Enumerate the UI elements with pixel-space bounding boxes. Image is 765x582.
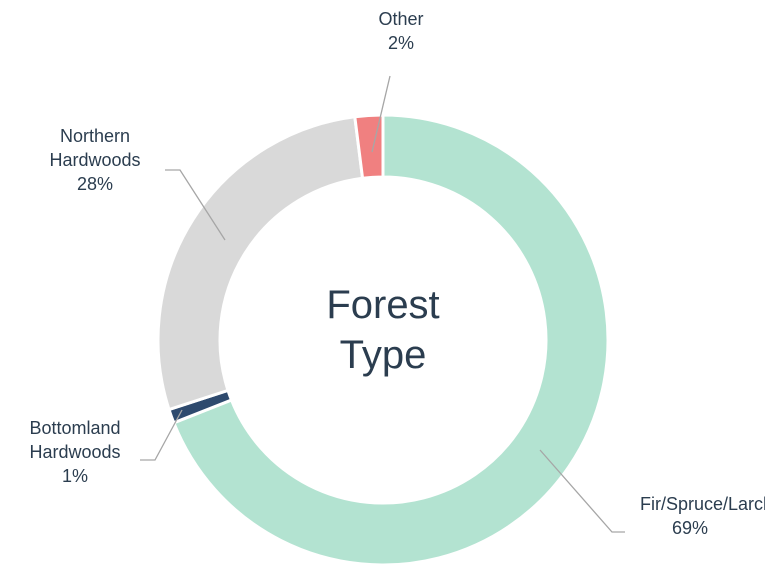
slice-label: Fir/Spruce/Larch 69% [640, 492, 765, 540]
leader-line [165, 169, 226, 241]
category-label: Fir/Spruce/Larch [640, 494, 765, 514]
value-label: 28% [76, 174, 114, 194]
slice-label: Bottomland Hardwoods 1% [5, 416, 145, 488]
value-label: 2% [387, 33, 414, 53]
category-label: Other [378, 9, 424, 29]
slice [171, 113, 610, 567]
value-label: 69% [671, 518, 709, 538]
category-label: Northern Hardwoods [49, 126, 141, 170]
slice [353, 113, 385, 180]
leader-line [539, 449, 625, 533]
leader-line [140, 409, 183, 461]
value-label: 1% [61, 466, 88, 486]
slice [156, 115, 365, 412]
leader-line [371, 75, 391, 153]
slice-label: Other 2% [361, 7, 441, 55]
chart-title: Forest Type [326, 283, 440, 377]
slice-label: Northern Hardwoods 28% [20, 124, 170, 196]
category-label: Bottomland Hardwoods [29, 418, 121, 462]
